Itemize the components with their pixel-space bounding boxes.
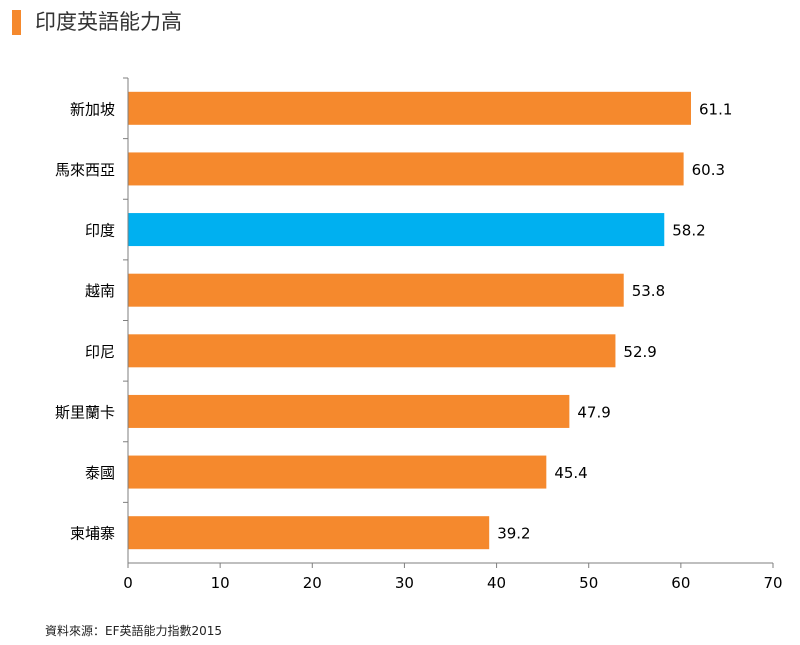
x-tick-label-4: 40	[487, 574, 506, 592]
bar-5	[128, 394, 570, 428]
value-label-4: 52.9	[623, 343, 656, 361]
category-label-2: 印度	[85, 222, 115, 240]
x-tick-label-3: 30	[395, 574, 414, 592]
bar-4	[128, 334, 616, 368]
bar-2	[128, 213, 665, 247]
value-label-5: 47.9	[577, 403, 610, 421]
bar-1	[128, 152, 684, 186]
category-label-5: 斯里蘭卡	[55, 403, 115, 421]
category-label-4: 印尼	[85, 343, 115, 361]
source-note: 資料來源：EF英語能力指數2015	[45, 624, 223, 638]
bar-0	[128, 91, 691, 125]
x-tick-label-0: 0	[123, 574, 133, 592]
value-label-7: 39.2	[497, 525, 530, 543]
title-accent-bar	[12, 10, 21, 35]
x-tick-label-5: 50	[579, 574, 598, 592]
value-label-0: 61.1	[699, 100, 732, 118]
value-label-1: 60.3	[692, 161, 725, 179]
bar-6	[128, 455, 547, 489]
value-label-2: 58.2	[672, 222, 705, 240]
category-label-1: 馬來西亞	[55, 161, 115, 179]
x-tick-label-6: 60	[671, 574, 690, 592]
category-label-6: 泰國	[85, 464, 115, 482]
category-label-7: 柬埔寨	[70, 525, 115, 543]
value-label-6: 45.4	[554, 464, 587, 482]
x-tick-label-1: 10	[211, 574, 230, 592]
category-label-3: 越南	[85, 282, 115, 300]
x-tick-label-7: 70	[763, 574, 782, 592]
page-title: 印度英語能力高	[35, 10, 182, 34]
category-label-0: 新加坡	[70, 100, 115, 118]
bar-3	[128, 273, 624, 307]
bar-7	[128, 516, 490, 550]
value-label-3: 53.8	[632, 282, 665, 300]
x-tick-label-2: 20	[303, 574, 322, 592]
